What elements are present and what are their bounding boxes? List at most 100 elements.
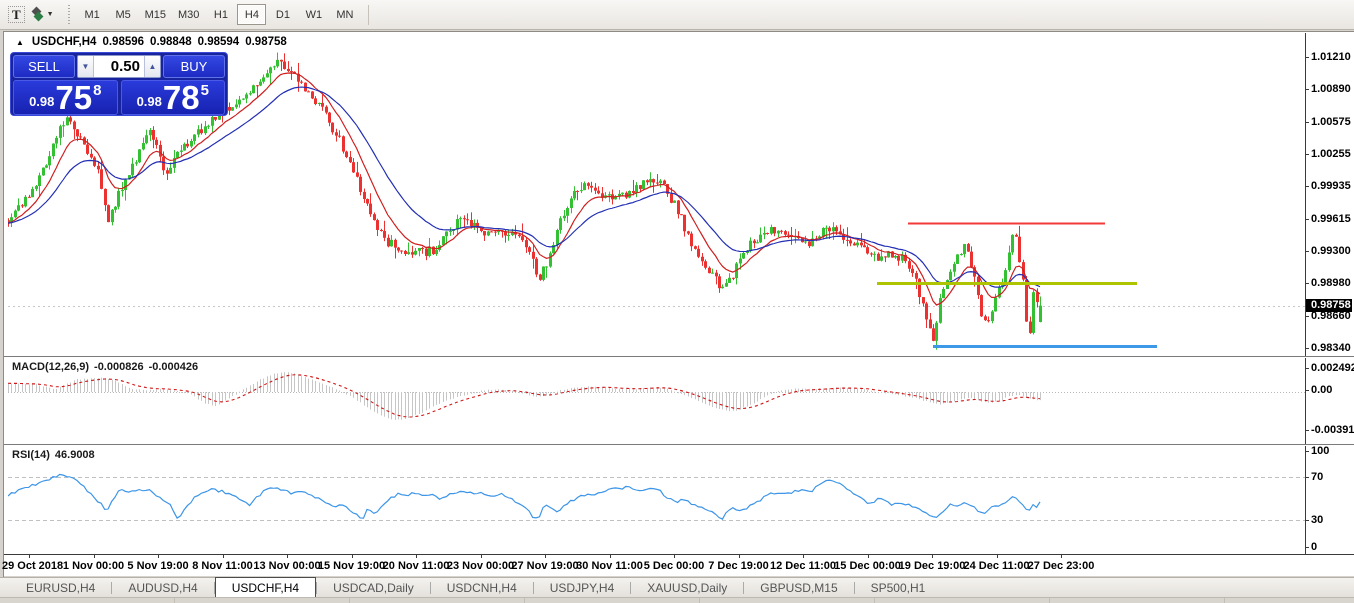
timeframe-toolbar: M1 M5 M15 M30 H1 H4 D1 W1 MN — [77, 0, 361, 30]
rsi-axis-label: 70 — [1311, 471, 1324, 483]
time-axis-label: 1 Nov 00:00 — [62, 560, 125, 572]
tab-divider — [213, 581, 215, 594]
time-axis-label: 27 Dec 23:00 — [1027, 560, 1095, 572]
chart-tab-eurusd[interactable]: EURUSD,H4 — [26, 580, 96, 595]
dropdown-arrow-icon: ▼ — [46, 11, 54, 18]
price-axis-label: 1.00575 — [1311, 115, 1351, 128]
panel-splitter-macd[interactable] — [4, 356, 1354, 358]
panel-splitter-rsi[interactable] — [4, 444, 1354, 446]
time-axis-tick — [222, 555, 224, 558]
price-axis-label: 0.99935 — [1311, 180, 1351, 193]
macd-axis-tick — [1305, 390, 1309, 391]
toolbar: T ▼ M1 M5 M15 M30 H1 H4 D1 W1 MN — [0, 0, 1354, 30]
chart-tab-usdchf[interactable]: USDCHF,H4 — [214, 577, 317, 597]
time-axis-tick — [93, 555, 95, 558]
time-axis-tick — [1061, 555, 1062, 558]
buy-price-pip: 5 — [200, 82, 209, 99]
price-axis-tick — [1305, 315, 1309, 317]
time-axis-label: 12 Dec 11:00 — [769, 560, 837, 572]
tab-divider — [532, 581, 534, 594]
sell-price-display[interactable]: 0.98 75 8 — [13, 80, 118, 115]
chart-tab-usdcad[interactable]: USDCAD,Daily — [333, 580, 414, 595]
time-axis-tick — [158, 555, 159, 558]
price-axis-tick — [1305, 121, 1309, 123]
objects-tool-button[interactable]: ▼ — [29, 4, 58, 26]
current-price-tag: 0.98758 — [1306, 299, 1352, 313]
rsi-value: 46.9008 — [54, 449, 95, 461]
price-axis-label: 0.98980 — [1311, 277, 1351, 290]
chart-open-value: 0.98596 — [102, 36, 145, 48]
time-axis-tick — [287, 555, 288, 558]
buy-price-big: 78 — [162, 78, 200, 116]
text-tool-icon: T — [8, 6, 25, 23]
buy-button[interactable]: BUY — [163, 55, 225, 78]
text-tool-button[interactable]: T — [4, 4, 29, 26]
timeframe-button-m1[interactable]: M1 — [78, 4, 107, 25]
time-axis-tick — [996, 555, 998, 558]
price-axis-label: 1.00890 — [1311, 83, 1351, 96]
status-strip — [0, 597, 1354, 603]
price-axis-label: 0.98340 — [1311, 342, 1351, 354]
chart-tab-xauusd[interactable]: XAUUSD,Daily — [647, 580, 728, 595]
chart-tab-audusd[interactable]: AUDUSD,H4 — [128, 580, 198, 595]
sell-button[interactable]: SELL — [13, 55, 75, 78]
volume-control: ▼ ▲ — [77, 55, 161, 78]
time-axis-tick — [738, 555, 740, 558]
time-axis-tick — [480, 555, 482, 558]
macd-axis-tick — [1305, 368, 1309, 369]
tab-divider — [111, 581, 113, 594]
timeframe-button-d1[interactable]: D1 — [268, 4, 297, 25]
macd-axis-label: 0.00 — [1311, 384, 1333, 396]
timeframe-button-m5[interactable]: M5 — [109, 4, 138, 25]
rsi-indicator-canvas[interactable] — [8, 446, 1305, 553]
macd-indicator-canvas[interactable] — [8, 358, 1305, 443]
rsi-axis-label: 30 — [1311, 514, 1324, 526]
macd-label: MACD(12,26,9) -0.000826 -0.000426 — [12, 361, 198, 373]
timeframe-button-m30[interactable]: M30 — [173, 4, 204, 25]
time-axis-tick — [609, 555, 611, 558]
price-axis-tick — [1305, 218, 1309, 220]
price-axis-tick — [1305, 57, 1309, 58]
rsi-axis-tick — [1305, 520, 1309, 521]
price-axis-tick — [1305, 154, 1309, 155]
price-axis-tick — [1305, 348, 1309, 349]
chart-tab-usdcnh[interactable]: USDCNH,H4 — [446, 580, 517, 595]
macd-axis-tick — [1305, 430, 1309, 431]
price-axis-label: 1.00255 — [1311, 148, 1351, 160]
chart-tab-gbpusd[interactable]: GBPUSD,M15 — [760, 580, 838, 595]
time-axis-label: 27 Nov 19:00 — [511, 560, 579, 572]
timeframe-button-w1[interactable]: W1 — [299, 4, 328, 25]
macd-signal-value: -0.000426 — [148, 361, 199, 373]
chart-tab-usdjpy[interactable]: USDJPY,H4 — [549, 580, 615, 595]
time-axis-label: 20 Nov 11:00 — [382, 560, 450, 572]
time-axis-border — [4, 554, 1354, 555]
sell-price-big: 75 — [55, 78, 93, 116]
timeframe-button-h4[interactable]: H4 — [237, 4, 267, 25]
time-axis-label: 29 Oct 2018 — [2, 560, 64, 572]
time-axis-tick — [867, 555, 869, 558]
price-axis-tick — [1305, 283, 1309, 285]
rsi-axis-tick — [1305, 477, 1309, 478]
volume-input[interactable] — [94, 56, 144, 77]
price-axis-tick — [1305, 251, 1309, 252]
tab-divider — [316, 581, 318, 594]
rsi-label: RSI(14) 46.9008 — [12, 449, 95, 461]
rsi-name: RSI(14) — [12, 449, 50, 461]
macd-name: MACD(12,26,9) — [12, 361, 90, 373]
buy-price-display[interactable]: 0.98 78 5 — [120, 78, 225, 116]
sell-price-pip: 8 — [93, 82, 102, 99]
timeframe-button-m15[interactable]: M15 — [140, 4, 171, 25]
price-axis-tick — [1305, 89, 1309, 91]
volume-decrease-button[interactable]: ▼ — [78, 56, 94, 77]
price-axis-border — [1305, 33, 1306, 554]
timeframe-button-h1[interactable]: H1 — [206, 4, 235, 25]
time-axis-tick — [29, 555, 30, 558]
volume-increase-button[interactable]: ▲ — [144, 56, 160, 77]
time-axis-label: 24 Dec 11:00 — [963, 560, 1030, 572]
macd-main-value: -0.000826 — [94, 361, 144, 373]
tab-divider — [853, 581, 855, 594]
rsi-axis-label: 0 — [1311, 541, 1318, 553]
chart-tab-sp500[interactable]: SP500,H1 — [870, 580, 926, 595]
timeframe-button-mn[interactable]: MN — [330, 4, 359, 25]
